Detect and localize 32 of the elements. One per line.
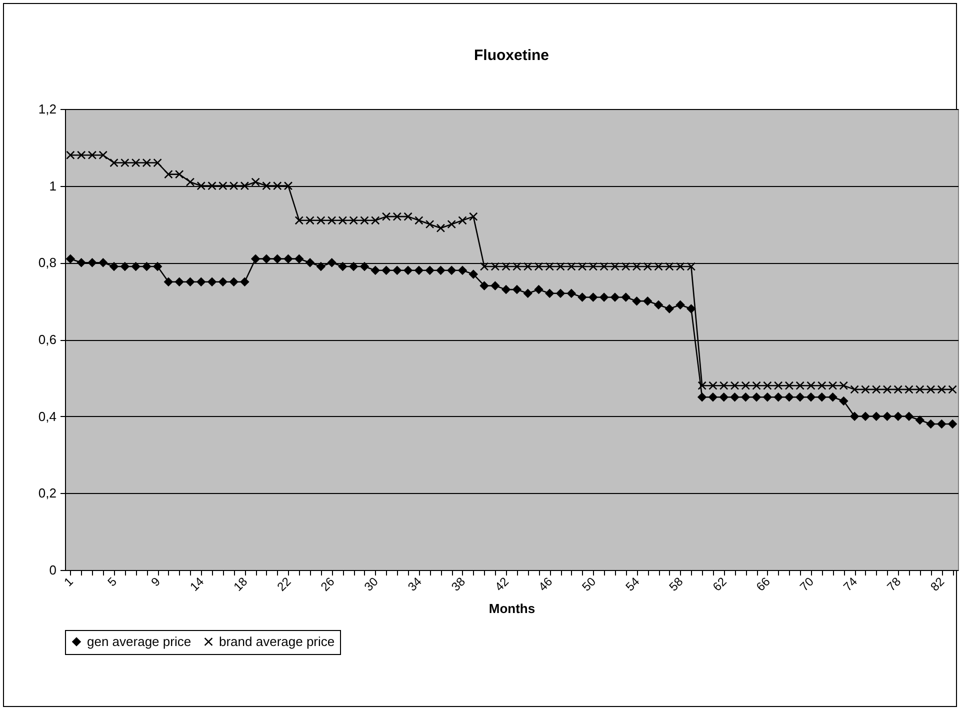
y-tick-label: 0,6 <box>38 332 56 347</box>
x-tick-label: 34 <box>405 574 425 594</box>
x-axis-title: Months <box>488 601 536 616</box>
y-tick-label: 1 <box>49 178 56 194</box>
x-tick-label: 70 <box>797 574 817 594</box>
chart-title: Fluoxetine <box>474 47 550 64</box>
x-tick-label: 5 <box>104 574 120 590</box>
x-tick-label: 50 <box>579 574 599 594</box>
legend-label: gen average price <box>87 634 192 649</box>
legend-label: brand average price <box>219 634 335 649</box>
y-tick-label: 1,2 <box>38 102 56 116</box>
x-tick-label: 78 <box>884 574 904 594</box>
x-tick-label: 46 <box>536 574 556 594</box>
x-tick-label: 18 <box>230 574 250 594</box>
x-tick-label: 22 <box>274 574 294 594</box>
y-tick-label: 0,2 <box>38 486 56 501</box>
x-tick-label: 74 <box>840 574 860 594</box>
x-tick-label: 26 <box>318 574 338 594</box>
y-tick-label: 0,8 <box>38 255 56 270</box>
y-tick-label: 0,4 <box>38 408 56 424</box>
x-tick-label: 82 <box>928 574 948 594</box>
x-tick-label: 42 <box>492 574 512 594</box>
x-tick-label: 54 <box>622 574 642 594</box>
x-tick-label: 14 <box>187 574 207 594</box>
x-tick-label: 38 <box>448 574 468 594</box>
x-tick-label: 62 <box>710 574 730 594</box>
x-tick-label: 9 <box>148 574 164 590</box>
x-tick-label: 30 <box>361 574 382 594</box>
x-tick-label: 66 <box>754 574 774 594</box>
x-tick-label: 1 <box>61 574 76 590</box>
y-tick-label: 0 <box>49 562 56 578</box>
x-tick-label: 58 <box>666 574 686 594</box>
